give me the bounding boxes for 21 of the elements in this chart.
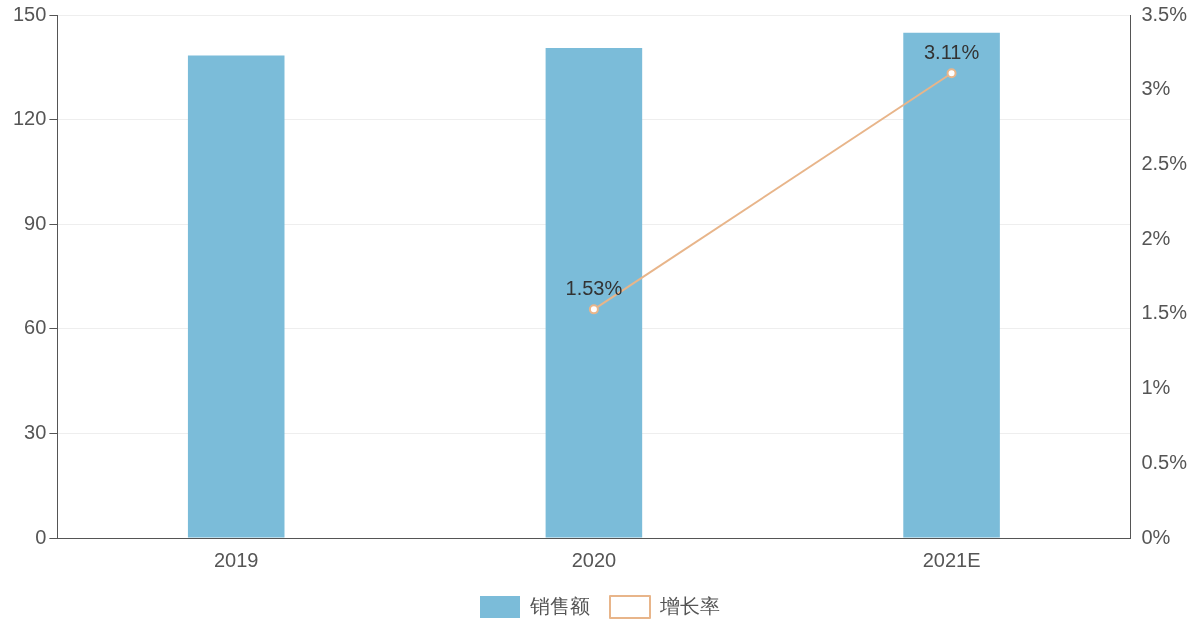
y-tick-label: 0 — [35, 525, 47, 548]
y-tick-label: 90 — [24, 211, 47, 234]
y-tick-label: 120 — [12, 107, 47, 130]
y2-tick-label: 1.5% — [1141, 301, 1188, 324]
y-tick-label: 60 — [24, 316, 47, 339]
x-tick-label: 2021E — [922, 548, 981, 571]
x-tick-label: 2020 — [571, 548, 617, 571]
y2-tick-label: 0% — [1141, 525, 1171, 548]
legend-label: 增长率 — [659, 594, 720, 617]
data-label: 1.53% — [565, 276, 623, 299]
x-tick-label: 2019 — [213, 548, 259, 571]
y2-tick-label: 0.5% — [1141, 450, 1188, 473]
y2-tick-label: 2% — [1141, 226, 1171, 249]
legend-label: 销售额 — [529, 594, 590, 617]
y2-tick-label: 1% — [1141, 376, 1171, 399]
y2-tick-label: 2.5% — [1141, 151, 1188, 174]
y2-tick-label: 3% — [1141, 77, 1171, 100]
y2-tick-label: 3.5% — [1141, 2, 1188, 25]
y-tick-label: 30 — [24, 420, 47, 443]
data-label: 3.11% — [923, 40, 980, 63]
y-tick-label: 150 — [12, 2, 47, 25]
